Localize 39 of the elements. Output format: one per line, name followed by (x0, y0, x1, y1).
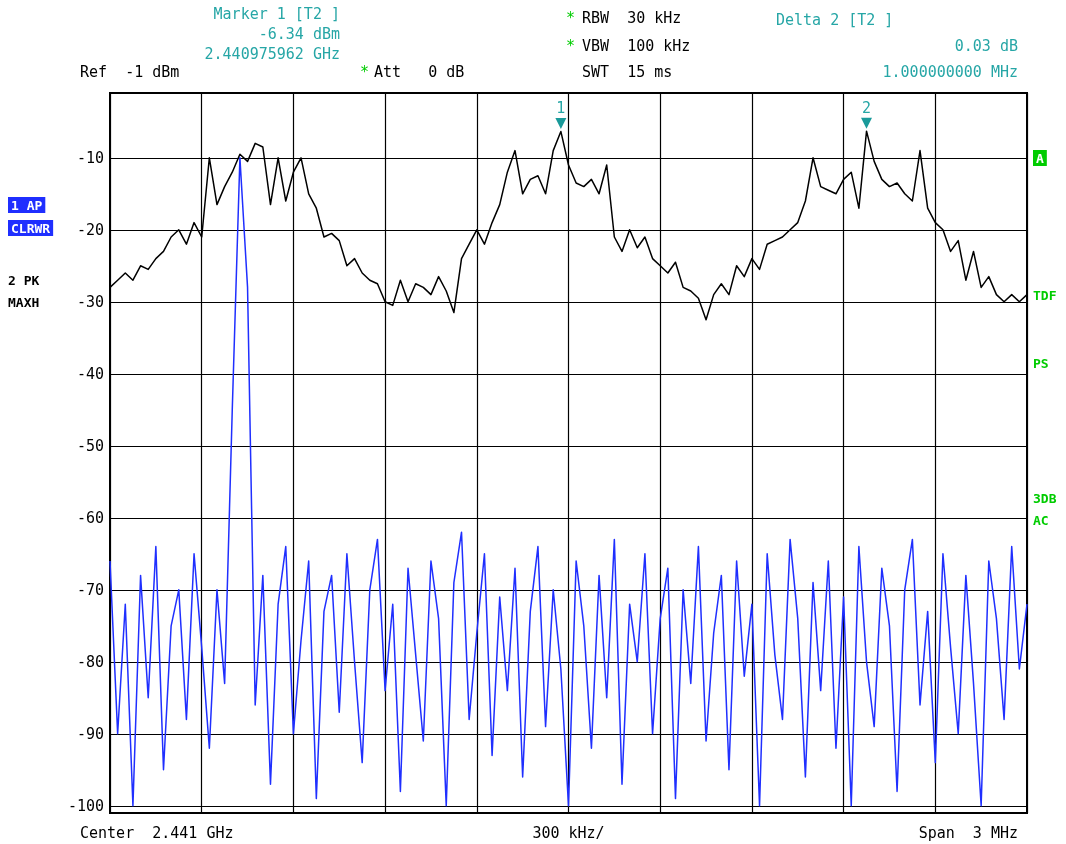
text: CLRWR (11, 220, 51, 236)
text: MAXH (8, 294, 40, 310)
text: Span 3 MHz (918, 824, 1018, 842)
text: AC (1033, 512, 1049, 528)
text: Att 0 dB (374, 63, 465, 81)
text: RBW 30 kHz (582, 9, 682, 27)
text: Delta 2 [T2 ] (776, 11, 894, 29)
annotation: 2 (862, 99, 872, 118)
y-tick-label: -20 (76, 220, 104, 239)
annotation: 1 (556, 99, 566, 118)
text: Ref -1 dBm (80, 63, 180, 81)
text: TDF (1033, 287, 1057, 303)
text: 2.440975962 GHz (204, 45, 340, 63)
y-tick-label: -100 (67, 796, 104, 815)
y-tick-label: -10 (76, 148, 104, 167)
text: * (360, 63, 370, 81)
text: 300 kHz/ (532, 824, 605, 842)
line-series (109, 157, 1028, 807)
y-tick-label: -40 (76, 364, 104, 383)
text: Marker 1 [T2 ] (213, 5, 340, 23)
y-tick-label: -60 (76, 508, 104, 527)
text: * (566, 9, 576, 27)
text: A (1036, 150, 1044, 166)
y-tick-label: -70 (76, 580, 104, 599)
y-tick-label: -90 (76, 724, 104, 743)
text: PS (1033, 355, 1049, 371)
text: 0.03 dB (954, 37, 1018, 55)
y-tick-label: -30 (76, 292, 104, 311)
text: Center 2.441 GHz (80, 824, 234, 842)
text: * (566, 37, 576, 55)
text: 1.000000000 MHz (882, 63, 1018, 81)
y-tick-label: -50 (76, 436, 104, 455)
text: 1 AP (11, 197, 43, 213)
y-tick-label: -80 (76, 652, 104, 671)
text: SWT 15 ms (582, 63, 673, 81)
text: 3DB (1033, 490, 1057, 506)
text: -6.34 dBm (258, 25, 340, 43)
text: 2 PK (8, 272, 40, 288)
text: VBW 100 kHz (582, 37, 691, 55)
